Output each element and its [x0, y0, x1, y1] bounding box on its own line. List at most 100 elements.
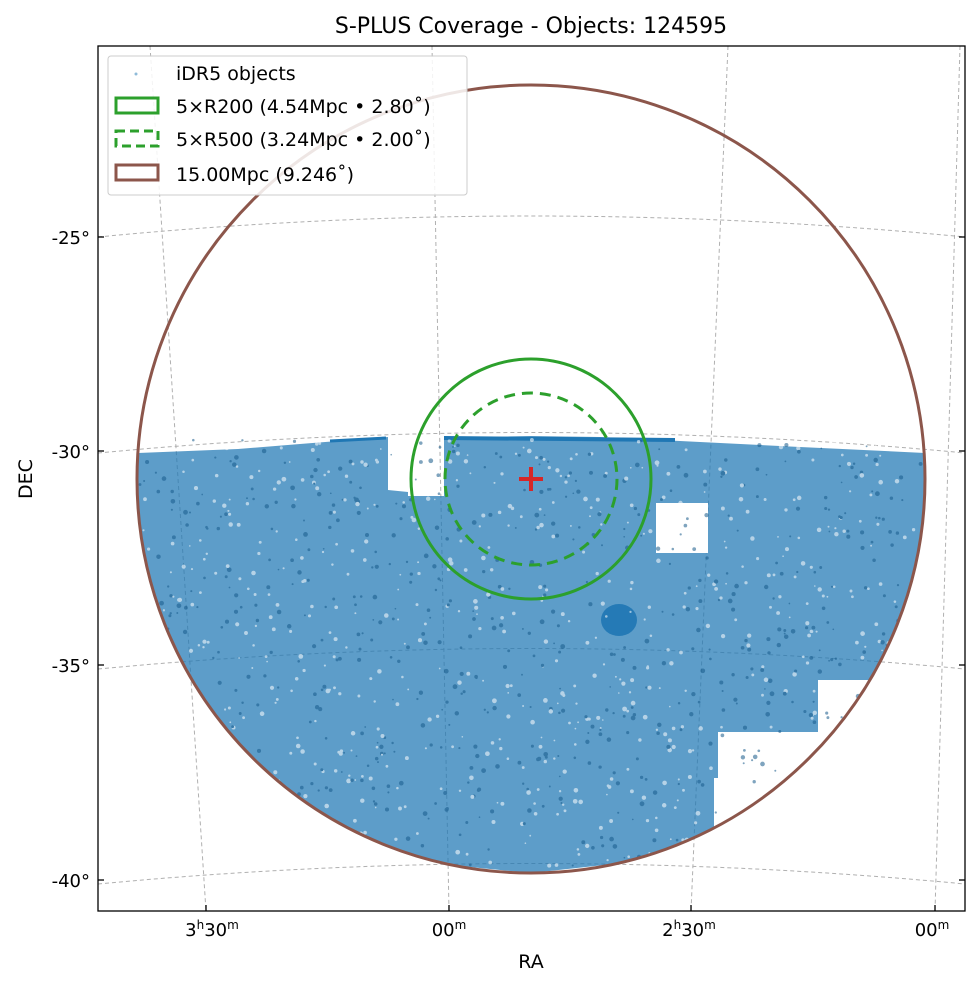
speckle-dot: [282, 567, 285, 570]
speckle-dot: [186, 677, 189, 681]
speckle-dot: [826, 716, 830, 720]
speckle-dot: [598, 732, 603, 737]
speckle-dot: [896, 584, 900, 587]
speckle-dot: [838, 515, 841, 518]
speckle-dot: [308, 720, 312, 724]
speckle-dot: [231, 725, 234, 729]
speckle-dot: [543, 584, 547, 588]
speckle-dot: [211, 796, 217, 801]
speckle-dot: [252, 497, 255, 501]
dense-clump: [601, 604, 637, 636]
speckle-dot: [543, 698, 548, 703]
speckle-dot: [418, 460, 423, 464]
speckle-dot: [394, 861, 396, 863]
speckle-dot: [624, 476, 629, 481]
speckle-dot: [736, 529, 739, 532]
speckle-dot: [708, 648, 711, 651]
speckle-dot: [677, 702, 681, 705]
speckle-dot: [630, 706, 634, 709]
speckle-dot: [483, 465, 487, 469]
speckle-dot: [745, 675, 749, 680]
speckle-dot: [856, 775, 860, 779]
speckle-dot: [848, 701, 853, 706]
speckle-dot: [243, 807, 247, 811]
speckle-dot: [245, 502, 250, 506]
speckle-dot: [750, 536, 755, 541]
speckle-dot: [863, 817, 867, 821]
speckle-dot: [873, 457, 878, 463]
speckle-dot: [509, 684, 513, 688]
speckle-dot: [840, 453, 844, 457]
speckle-dot: [543, 514, 546, 516]
speckle-dot: [632, 712, 637, 717]
y-axis-label: DEC: [15, 459, 37, 499]
speckle-dot: [180, 759, 183, 762]
speckle-dot: [617, 692, 620, 694]
speckle-dot: [777, 627, 782, 632]
speckle-dot: [472, 610, 475, 613]
speckle-dot: [292, 439, 297, 443]
speckle-dot: [289, 751, 293, 755]
speckle-dot: [882, 791, 887, 796]
speckle-dot: [913, 820, 919, 825]
speckle-dot: [229, 460, 232, 463]
speckle-dot: [398, 806, 402, 811]
speckle-dot: [429, 743, 433, 747]
speckle-dot: [488, 860, 493, 865]
speckle-dot: [669, 838, 672, 841]
speckle-dot: [543, 639, 549, 644]
speckle-dot: [604, 471, 608, 475]
speckle-dot: [452, 684, 458, 690]
speckle-dot: [539, 489, 544, 494]
speckle-dot: [372, 619, 375, 621]
speckle-dot: [351, 462, 355, 466]
speckle-dot: [328, 688, 331, 691]
speckle-dot: [310, 474, 314, 479]
speckle-dot: [469, 472, 472, 475]
speckle-dot: [538, 507, 542, 511]
speckle-dot: [713, 579, 719, 584]
speckle-dot: [350, 549, 355, 553]
speckle-dot: [909, 846, 915, 851]
speckle-dot: [863, 834, 868, 839]
speckle-dot: [719, 596, 723, 600]
speckle-dot: [256, 703, 260, 707]
speckle-dot: [256, 748, 262, 753]
speckle-dot: [312, 644, 317, 649]
speckle-dot: [481, 768, 486, 773]
speckle-dot: [223, 738, 226, 742]
speckle-dot: [809, 655, 814, 660]
speckle-dot: [142, 573, 145, 576]
speckle-dot: [153, 840, 158, 845]
dec-gridline-minus40: [98, 863, 965, 885]
speckle-dot: [235, 622, 240, 627]
speckle-dot: [755, 495, 759, 499]
cluster-center-marker: [519, 467, 543, 491]
speckle-dot: [447, 459, 453, 464]
speckle-dot: [797, 536, 801, 540]
speckle-dot: [585, 580, 589, 584]
speckle-dot: [603, 474, 608, 478]
speckle-dot: [355, 501, 360, 507]
speckle-dot: [641, 795, 647, 800]
speckle-dot: [523, 488, 526, 492]
speckle-dot: [421, 631, 426, 636]
speckle-dot: [301, 580, 305, 584]
speckle-dot: [657, 722, 662, 728]
speckle-dot: [838, 662, 842, 667]
speckle-dot: [714, 811, 717, 814]
speckle-dot: [760, 761, 765, 767]
speckle-dot: [548, 785, 551, 788]
speckle-dot: [295, 538, 298, 541]
speckle-dot: [383, 752, 386, 755]
speckle-dot: [445, 807, 449, 811]
coverage-gap: [656, 503, 708, 553]
speckle-dot: [267, 593, 271, 596]
speckle-dot: [534, 512, 540, 518]
speckle-dot: [874, 622, 879, 627]
legend-label-objects: iDR5 objects: [176, 63, 296, 85]
speckle-dot: [346, 778, 351, 784]
speckle-dot: [870, 540, 874, 544]
speckle-dot: [691, 749, 695, 752]
speckle-dot: [332, 597, 336, 601]
